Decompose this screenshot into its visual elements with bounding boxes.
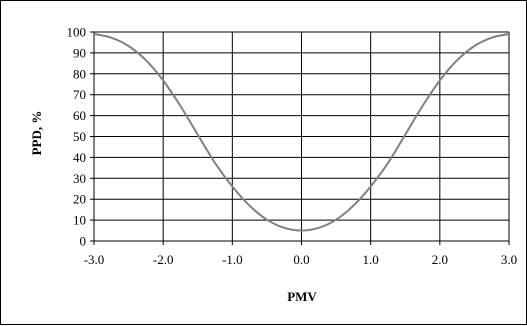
ppd-curve — [93, 32, 510, 232]
series-layer — [93, 32, 510, 232]
x-tick-label: -1.0 — [222, 252, 243, 267]
y-tick-label: 80 — [73, 66, 86, 81]
y-tick-label: 100 — [67, 25, 87, 40]
y-tick-label: 0 — [80, 234, 87, 249]
tick-labels: 0 10 20 30 40 50 60 70 80 90 100 -3.0 -2.0 -1.0 0.0 1.0… — [67, 25, 518, 268]
y-tick-label: 90 — [73, 45, 86, 60]
x-tick-label: 0.0 — [293, 252, 309, 267]
grid — [94, 31, 510, 241]
y-tick-label: 30 — [73, 171, 86, 186]
y-tick-label: 50 — [73, 129, 86, 144]
y-tick-label: 60 — [73, 108, 86, 123]
axes — [90, 31, 510, 245]
y-tick-label: 70 — [73, 87, 86, 102]
x-tick-label: -2.0 — [153, 252, 174, 267]
x-axis-title: PMV — [287, 289, 317, 304]
y-tick-label: 20 — [73, 192, 86, 207]
y-tick-label: 40 — [73, 150, 86, 165]
x-tick-label: 1.0 — [363, 252, 379, 267]
x-tick-label: -3.0 — [84, 252, 105, 267]
x-tick-label: 2.0 — [432, 252, 448, 267]
x-tick-label: 3.0 — [501, 252, 517, 267]
y-tick-label: 10 — [73, 213, 86, 228]
y-axis-title: PPD, % — [29, 111, 44, 156]
